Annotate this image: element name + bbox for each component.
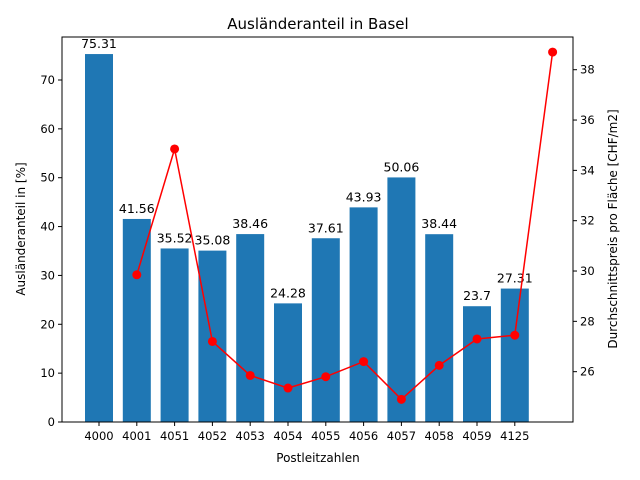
x-tick-label: 4125 — [500, 429, 529, 443]
bar-4053 — [236, 234, 265, 422]
price-point — [510, 330, 520, 340]
bar-4058 — [425, 234, 454, 422]
bar-value-label: 43.93 — [346, 189, 382, 204]
y2-tick-label: 36 — [580, 113, 595, 127]
y-tick-label: 70 — [40, 73, 55, 87]
bar-value-label: 35.52 — [157, 230, 193, 245]
price-point — [434, 360, 444, 370]
y2-tick-label: 30 — [580, 264, 595, 278]
y2-axis-label: Durchschnittspreis pro Fläche [CHF/m2] — [606, 109, 620, 348]
x-tick-label: 4054 — [273, 429, 302, 443]
bar-value-label: 41.56 — [119, 201, 155, 216]
x-tick-label: 4001 — [122, 429, 151, 443]
x-tick-label: 4051 — [160, 429, 189, 443]
x-tick-label: 4053 — [236, 429, 265, 443]
price-line — [136, 52, 554, 401]
x-tick-label: 4057 — [387, 429, 416, 443]
price-point — [321, 372, 331, 382]
bar-value-label: 38.44 — [421, 216, 457, 231]
x-tick-label: 4000 — [84, 429, 113, 443]
price-point — [472, 334, 482, 344]
y-tick-label: 50 — [40, 171, 55, 185]
y2-tick-label: 26 — [580, 365, 595, 379]
price-point — [548, 47, 558, 57]
y-tick-label: 30 — [40, 268, 55, 282]
bar-value-label: 38.46 — [232, 216, 268, 231]
bar-4051 — [160, 248, 189, 422]
bar-value-label: 37.61 — [308, 220, 344, 235]
y-tick-label: 20 — [40, 317, 55, 331]
price-point — [132, 270, 142, 280]
x-tick-label: 4058 — [425, 429, 454, 443]
right-y-axis: 26 28 30 32 34 36 38 — [573, 63, 595, 379]
price-point — [283, 383, 293, 393]
price-point — [359, 357, 369, 367]
bar-4057 — [387, 177, 416, 422]
bar-value-label: 27.31 — [497, 271, 533, 286]
y2-tick-label: 34 — [580, 163, 595, 177]
y-tick-label: 0 — [48, 415, 55, 429]
price-point — [245, 370, 255, 380]
bar-4059 — [463, 306, 491, 422]
bar-value-label: 24.28 — [270, 285, 306, 300]
x-tick-label: 4055 — [311, 429, 340, 443]
x-axis: 4000 4001 4051 4052 4053 4054 4055 4056 4057 4058… — [84, 422, 529, 443]
y-tick-label: 40 — [40, 220, 55, 234]
x-tick-label: 4052 — [198, 429, 227, 443]
price-point — [207, 336, 217, 346]
bar-series — [85, 54, 529, 423]
y2-tick-label: 32 — [580, 214, 595, 228]
y-tick-label: 60 — [40, 122, 55, 136]
bar-value-label: 35.08 — [195, 233, 231, 248]
bar-4001 — [122, 218, 151, 422]
bar-4055 — [311, 238, 340, 422]
y-tick-label: 10 — [40, 366, 55, 380]
bar-value-label: 75.31 — [81, 36, 117, 51]
x-tick-label: 4056 — [349, 429, 378, 443]
bar-4000 — [85, 54, 113, 423]
y2-tick-label: 38 — [580, 63, 595, 77]
chart-title: Ausländeranteil in Basel — [227, 15, 408, 33]
bar-4056 — [349, 207, 378, 422]
x-tick-label: 4059 — [462, 429, 491, 443]
price-point — [396, 394, 406, 404]
bar-value-label: 50.06 — [384, 159, 420, 174]
y-axis-label: Ausländeranteil in [%] — [14, 162, 28, 295]
x-axis-label: Postleitzahlen — [276, 451, 359, 465]
line-series — [132, 47, 558, 404]
plot-frame — [61, 36, 574, 423]
y2-tick-label: 28 — [580, 314, 595, 328]
bar-4125 — [500, 288, 529, 422]
left-y-axis: 0 10 20 30 40 50 60 70 — [40, 73, 62, 429]
price-point — [170, 144, 180, 154]
bar-value-label: 23.7 — [463, 288, 491, 303]
bar-4054 — [274, 303, 302, 422]
bar-4052 — [198, 250, 227, 422]
